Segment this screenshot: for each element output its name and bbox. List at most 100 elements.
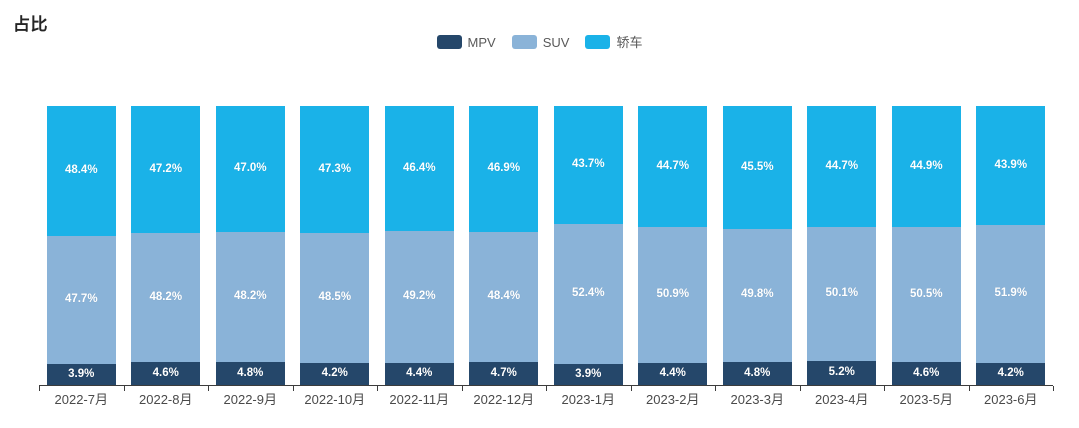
x-axis-label: 2023-3月 [730, 392, 784, 407]
bar-segment-suv[interactable]: 52.4% [553, 224, 623, 364]
bar-segment-轿车[interactable]: 47.2% [131, 106, 201, 233]
legend: MPV SUV 轿车 [0, 33, 1079, 51]
stacked-bar: 46.9% 48.4% 4.7% [469, 106, 539, 385]
segment-value-label: 47.0% [233, 162, 267, 175]
bar-segment-轿车[interactable]: 43.9% [976, 106, 1046, 225]
legend-swatch-icon [511, 35, 537, 49]
legend-label: MPV [467, 34, 496, 50]
axis-tick [546, 386, 547, 391]
x-axis-label: 2022-11月 [389, 392, 450, 407]
bar-segment-轿车[interactable]: 44.9% [891, 106, 961, 228]
segment-value-label: 4.4% [406, 367, 433, 380]
segment-value-label: 3.9% [575, 367, 602, 380]
bar-segment-suv[interactable]: 48.2% [131, 232, 201, 363]
axis-tick [968, 386, 970, 391]
segment-value-label: 49.2% [402, 290, 436, 303]
stacked-bar: 47.2% 48.2% 4.6% [131, 106, 201, 385]
bar-segment-suv[interactable]: 50.9% [638, 226, 708, 363]
segment-value-label: 49.8% [740, 288, 774, 301]
segment-value-label: 4.8% [237, 366, 264, 379]
legend-swatch-icon [585, 35, 611, 49]
bar-segment-轿车[interactable]: 47.3% [300, 106, 370, 234]
category-cell: 47.0% 48.2% 4.8% [208, 106, 293, 385]
segment-value-label: 48.2% [149, 290, 183, 303]
x-axis-label: 2022-10月 [304, 392, 366, 407]
bar-segment-suv[interactable]: 50.1% [807, 226, 877, 361]
axis-tick [292, 386, 294, 391]
bar-segment-mpv[interactable]: 4.8% [215, 361, 285, 385]
axis-tick [630, 386, 632, 391]
x-axis-label: 2023-5月 [899, 392, 953, 407]
legend-label: 轿车 [616, 34, 643, 50]
bar-segment-suv[interactable]: 47.7% [46, 235, 116, 364]
segment-value-label: 51.9% [994, 287, 1028, 300]
bar-segment-mpv[interactable]: 3.9% [46, 363, 116, 385]
bar-segment-suv[interactable]: 49.8% [722, 228, 792, 362]
x-axis-line [39, 385, 1054, 391]
category-cell: 46.9% 48.4% 4.7% [462, 106, 547, 385]
stacked-bar: 43.7% 52.4% 3.9% [553, 106, 623, 385]
legend-item-mpv[interactable]: MPV [436, 34, 496, 50]
bar-segment-轿车[interactable]: 44.7% [807, 106, 877, 227]
bar-segment-轿车[interactable]: 45.5% [722, 106, 792, 229]
axis-tick [39, 386, 40, 391]
stacked-bar: 47.3% 48.5% 4.2% [300, 106, 370, 385]
segment-value-label: 48.4% [487, 290, 521, 303]
segment-value-label: 46.9% [487, 162, 521, 175]
bar-segment-轿车[interactable]: 47.0% [215, 106, 285, 233]
segment-value-label: 4.6% [913, 366, 940, 379]
segment-value-label: 47.3% [318, 162, 352, 175]
segment-value-label: 44.7% [656, 159, 690, 172]
bar-segment-轿车[interactable]: 43.7% [553, 106, 623, 225]
segment-value-label: 48.2% [233, 290, 267, 303]
category-cell: 45.5% 49.8% 4.8% [715, 106, 800, 385]
bar-segment-轿车[interactable]: 46.4% [384, 106, 454, 231]
bar-segment-mpv[interactable]: 4.7% [469, 362, 539, 385]
axis-tick [715, 386, 716, 391]
category-cell: 47.3% 48.5% 4.2% [293, 106, 378, 385]
bar-segment-轿车[interactable]: 46.9% [469, 106, 539, 233]
bar-segment-suv[interactable]: 48.5% [300, 233, 370, 364]
x-axis-label: 2022-12月 [473, 392, 535, 407]
segment-value-label: 52.4% [571, 287, 605, 300]
bar-segment-mpv[interactable]: 4.6% [131, 362, 201, 385]
bar-segment-mpv[interactable]: 5.2% [807, 360, 877, 386]
segment-value-label: 44.7% [825, 159, 859, 172]
axis-tick [1053, 386, 1054, 391]
bar-segment-mpv[interactable]: 4.8% [722, 361, 792, 385]
chart-title: 占比 [13, 15, 48, 34]
stacked-bar: 44.7% 50.1% 5.2% [807, 106, 877, 386]
legend-item-suv[interactable]: SUV [511, 35, 569, 49]
segment-value-label: 4.6% [152, 366, 179, 379]
bar-segment-suv[interactable]: 48.4% [469, 232, 539, 363]
bar-segment-suv[interactable]: 51.9% [976, 224, 1046, 364]
bar-segment-mpv[interactable]: 4.2% [976, 363, 1046, 385]
segment-value-label: 4.2% [321, 367, 348, 380]
bar-segment-mpv[interactable]: 4.6% [891, 362, 961, 385]
x-axis-label: 2022-7月 [54, 392, 108, 407]
bar-segment-轿车[interactable]: 48.4% [46, 106, 116, 236]
legend-item-轿车[interactable]: 轿车 [585, 35, 642, 49]
segment-value-label: 48.5% [318, 291, 352, 304]
segment-value-label: 3.9% [68, 367, 95, 380]
bar-segment-mpv[interactable]: 3.9% [553, 363, 623, 385]
x-axis-labels: 2022-7月 2022-8月 2022-9月 2022-10月 2022-11月 202… [39, 392, 1053, 408]
segment-value-label: 4.4% [659, 367, 686, 380]
bar-segment-mpv[interactable]: 4.4% [384, 362, 454, 386]
stacked-bar: 44.9% 50.5% 4.6% [891, 106, 961, 385]
segment-value-label: 4.8% [744, 366, 771, 379]
bar-segment-suv[interactable]: 50.5% [891, 227, 961, 363]
bar-segment-suv[interactable]: 49.2% [384, 230, 454, 363]
stacked-bar: 46.4% 49.2% 4.4% [384, 106, 454, 386]
category-cell: 44.9% 50.5% 4.6% [884, 106, 969, 385]
axis-tick [208, 386, 209, 391]
plot-area: 48.4% 47.7% 3.9% 47.2% 48.2% 4.6% 47.0% 48.2% 4.… [39, 106, 1053, 386]
bar-segment-suv[interactable]: 48.2% [215, 232, 285, 362]
category-cell: 46.4% 49.2% 4.4% [377, 106, 462, 386]
bar-segment-轿车[interactable]: 44.7% [638, 106, 708, 227]
category-cell: 43.7% 52.4% 3.9% [546, 106, 631, 385]
bar-segment-mpv[interactable]: 4.2% [300, 363, 370, 385]
bar-segment-mpv[interactable]: 4.4% [638, 362, 708, 386]
stacked-bar: 43.9% 51.9% 4.2% [976, 106, 1046, 385]
